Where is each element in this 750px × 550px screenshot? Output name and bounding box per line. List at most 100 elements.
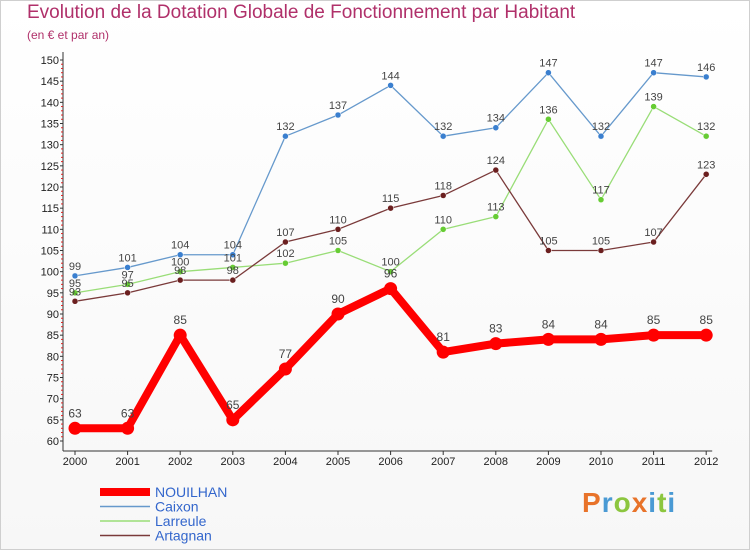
point-larreule — [492, 213, 500, 220]
data-label-caixon: 132 — [276, 121, 294, 133]
data-label-larreule: 102 — [276, 248, 294, 260]
data-label-larreule: 95 — [69, 278, 81, 290]
point-caixon — [124, 264, 131, 271]
data-label-caixon: 144 — [381, 70, 399, 82]
y-tick-label: 65 — [47, 415, 59, 427]
data-label-artagnan: 105 — [539, 236, 557, 248]
point-nouilhan — [699, 328, 713, 342]
point-larreule — [439, 226, 447, 233]
data-label-larreule: 132 — [697, 121, 715, 133]
proxiti-logo: Proxiti — [582, 487, 676, 519]
data-label-larreule: 100 — [171, 257, 189, 269]
chart-subtitle: (en € et par an) — [27, 28, 110, 42]
y-tick-label: 100 — [41, 267, 59, 279]
point-larreule — [176, 268, 184, 275]
y-tick-label: 120 — [41, 182, 59, 194]
x-tick-label: 2001 — [115, 456, 139, 468]
x-tick-label: 2007 — [431, 456, 455, 468]
point-artagnan — [334, 226, 342, 233]
data-label-nouilhan: 85 — [700, 313, 714, 327]
point-nouilhan — [331, 307, 345, 321]
data-label-nouilhan: 83 — [489, 322, 503, 336]
x-tick-label: 2012 — [694, 456, 718, 468]
point-nouilhan — [226, 413, 240, 427]
y-tick-label: 105 — [41, 246, 59, 258]
x-tick-label: 2011 — [642, 456, 666, 468]
data-label-nouilhan: 63 — [121, 406, 135, 420]
point-caixon — [229, 251, 237, 258]
point-nouilhan — [384, 282, 398, 296]
point-larreule — [282, 259, 289, 267]
point-caixon — [387, 82, 394, 89]
x-tick-label: 2010 — [589, 456, 613, 468]
point-larreule — [597, 196, 605, 203]
point-artagnan — [597, 247, 605, 254]
x-tick-label: 2000 — [63, 456, 87, 468]
data-label-artagnan: 123 — [697, 159, 715, 171]
data-label-caixon: 104 — [171, 240, 189, 252]
data-label-artagnan: 93 — [69, 286, 81, 298]
point-nouilhan — [278, 362, 292, 376]
data-label-artagnan: 107 — [276, 227, 294, 239]
point-artagnan — [282, 238, 289, 246]
logo-letter: x — [631, 487, 649, 518]
x-tick-label: 2003 — [221, 456, 245, 468]
point-larreule — [650, 103, 657, 110]
point-caixon — [545, 69, 552, 76]
y-tick-label: 150 — [41, 55, 59, 67]
point-larreule — [71, 289, 79, 297]
data-label-nouilhan: 81 — [437, 330, 451, 344]
point-caixon — [702, 73, 710, 81]
y-tick-label: 145 — [41, 76, 59, 88]
point-larreule — [387, 268, 394, 275]
data-label-caixon: 137 — [329, 100, 347, 112]
data-label-caixon: 132 — [434, 121, 452, 133]
data-label-nouilhan: 84 — [594, 317, 608, 331]
data-label-nouilhan: 65 — [226, 398, 240, 412]
point-nouilhan — [121, 421, 135, 435]
y-tick-label: 70 — [47, 394, 59, 406]
data-label-caixon: 99 — [69, 261, 81, 273]
point-nouilhan — [436, 345, 450, 359]
point-nouilhan — [594, 332, 608, 346]
x-tick-label: 2002 — [168, 456, 192, 468]
data-label-caixon: 132 — [592, 121, 610, 133]
logo-letter: t — [657, 487, 668, 518]
data-label-nouilhan: 90 — [331, 292, 345, 306]
data-label-artagnan: 118 — [434, 180, 452, 192]
point-artagnan — [545, 247, 552, 254]
y-tick-label: 90 — [47, 309, 59, 321]
y-tick-label: 135 — [41, 119, 59, 131]
logo-letter: i — [667, 487, 677, 518]
chart-title: Evolution de la Dotation Globale de Fonc… — [27, 2, 576, 23]
point-nouilhan — [173, 328, 187, 342]
data-label-larreule: 117 — [592, 185, 610, 197]
point-nouilhan — [647, 328, 661, 342]
data-label-nouilhan: 77 — [279, 347, 293, 361]
x-tick-label: 2006 — [378, 456, 402, 468]
series-line-caixon — [74, 72, 707, 277]
point-artagnan — [71, 298, 79, 305]
logo-letter: o — [613, 487, 632, 518]
point-artagnan — [229, 276, 237, 284]
y-tick-label: 115 — [41, 203, 59, 215]
point-caixon — [650, 69, 657, 76]
point-caixon — [492, 124, 500, 131]
point-caixon — [439, 132, 447, 140]
series-line-nouilhan — [71, 284, 711, 433]
data-label-larreule: 136 — [539, 104, 557, 116]
data-label-artagnan: 110 — [329, 214, 347, 226]
logo-letter: r — [601, 487, 614, 518]
data-label-larreule: 113 — [487, 202, 505, 214]
point-larreule — [229, 264, 237, 271]
data-label-caixon: 134 — [487, 113, 505, 125]
y-tick-label: 130 — [41, 140, 59, 152]
data-label-caixon: 101 — [118, 252, 136, 264]
data-label-artagnan: 98 — [227, 265, 239, 277]
data-label-caixon: 104 — [224, 240, 242, 252]
y-tick-label: 75 — [47, 373, 59, 385]
point-artagnan — [439, 192, 447, 199]
data-label-artagnan: 105 — [592, 236, 610, 248]
point-artagnan — [650, 238, 657, 246]
